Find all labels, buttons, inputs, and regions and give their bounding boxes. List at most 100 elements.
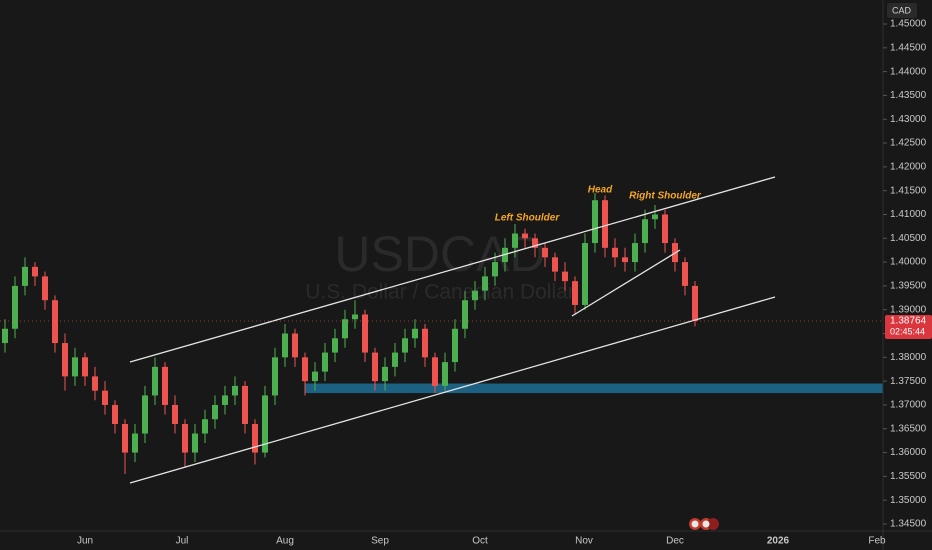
- candle-body: [402, 338, 408, 353]
- candle-body: [422, 328, 428, 358]
- x-tick-label: 2026: [767, 536, 790, 547]
- y-tick-label: 1.44000: [890, 66, 927, 77]
- candle-body: [122, 424, 128, 453]
- y-tick-label: 1.34500: [890, 519, 927, 530]
- y-tick-label: 1.37000: [890, 400, 927, 411]
- candle-body: [192, 433, 198, 453]
- x-tick-label: Sep: [371, 536, 389, 547]
- candle-body: [602, 200, 608, 248]
- y-tick-label: 1.43000: [890, 114, 927, 125]
- y-tick-label: 1.41500: [890, 185, 927, 196]
- y-tick-label: 1.35500: [890, 471, 927, 482]
- event-icons: [689, 518, 719, 530]
- y-tick-label: 1.42500: [890, 138, 927, 149]
- event-icon: [702, 520, 710, 528]
- last-price-label: 1.38764: [890, 316, 927, 327]
- annotation: Right Shoulder: [629, 191, 702, 202]
- annotation: Head: [588, 185, 613, 196]
- candle-body: [372, 352, 378, 382]
- candle-body: [392, 352, 398, 367]
- candle-body: [302, 357, 308, 382]
- candle-body: [212, 404, 218, 420]
- x-tick-label: Jul: [176, 536, 189, 547]
- candle-layer: [2, 193, 698, 474]
- annotation: Left Shoulder: [495, 213, 561, 224]
- candle-body: [162, 366, 168, 405]
- candle-body: [382, 366, 388, 382]
- candle-body: [332, 338, 338, 353]
- y-tick-label: 1.40000: [890, 257, 927, 268]
- candle-body: [492, 262, 498, 277]
- candle-body: [322, 352, 328, 372]
- candle-body: [252, 424, 258, 453]
- candle-body: [22, 266, 28, 286]
- currency: CAD: [892, 5, 912, 15]
- candle-body: [312, 371, 318, 382]
- candle-body: [692, 285, 698, 321]
- candle-body: [412, 328, 418, 339]
- candle-body: [142, 395, 148, 434]
- candle-body: [2, 328, 8, 344]
- candle-body: [202, 419, 208, 434]
- candle-body: [452, 328, 458, 363]
- y-tick-label: 1.39000: [890, 304, 927, 315]
- candle-body: [642, 219, 648, 244]
- event-icon: [691, 520, 699, 528]
- y-tick-label: 1.38000: [890, 352, 927, 363]
- candle-body: [102, 390, 108, 405]
- y-tick-label: 1.45000: [890, 19, 927, 30]
- candle-body: [612, 247, 618, 258]
- candle-body: [542, 247, 548, 258]
- x-tick-label: Nov: [575, 536, 593, 547]
- event-icon: [707, 518, 719, 530]
- candle-body: [182, 424, 188, 453]
- candle-body: [152, 366, 158, 396]
- y-tick-label: 1.43500: [890, 90, 927, 101]
- candle-body: [292, 333, 298, 358]
- neckline: [571, 249, 681, 317]
- y-tick-label: 1.39500: [890, 281, 927, 292]
- y-tick-label: 1.35000: [890, 495, 927, 506]
- candle-body: [582, 243, 588, 305]
- y-tick-label: 1.37500: [890, 376, 927, 387]
- candle-body: [362, 314, 368, 353]
- candle-body: [62, 343, 68, 377]
- candle-body: [92, 376, 98, 391]
- y-tick-label: 1.40500: [890, 233, 927, 244]
- currency-badge: [887, 3, 917, 18]
- candle-body: [12, 285, 18, 329]
- drawings: [129, 176, 776, 484]
- x-tick-label: Aug: [276, 536, 294, 547]
- candle-body: [282, 333, 288, 358]
- zone-layer: [305, 383, 883, 394]
- candle-body: [112, 404, 118, 424]
- candle-body: [242, 385, 248, 424]
- candle-body: [272, 357, 278, 396]
- candle-body: [662, 214, 668, 244]
- y-tick-label: 1.41000: [890, 209, 927, 220]
- y-tick-label: 1.42000: [890, 161, 927, 172]
- candle-body: [562, 271, 568, 282]
- candle-body: [472, 290, 478, 301]
- y-tick-label: 1.36500: [890, 423, 927, 434]
- axis-layer: 1.34500 1.35000 1.35500 1.36000 1.36500 1.370…: [0, 19, 932, 547]
- candle-body: [232, 385, 238, 396]
- x-tick-label: Feb: [868, 536, 886, 547]
- candle-body: [622, 257, 628, 263]
- y-tick-label: 1.36000: [890, 447, 927, 458]
- candle-body: [172, 404, 178, 424]
- watermark-description: U.S. Dollar / Canadian Dollar: [305, 281, 575, 304]
- candle-body: [652, 214, 658, 220]
- candle-body: [682, 262, 688, 286]
- candle-body: [512, 233, 518, 248]
- candle-body: [42, 276, 48, 301]
- candle-body: [132, 433, 138, 453]
- candle-body: [572, 281, 578, 305]
- x-tick-label: Oct: [472, 536, 488, 547]
- candle-body: [342, 319, 348, 339]
- x-tick-label: Jun: [77, 536, 93, 547]
- candle-body: [82, 357, 88, 377]
- candle-body: [72, 357, 78, 377]
- candle-body: [552, 257, 558, 272]
